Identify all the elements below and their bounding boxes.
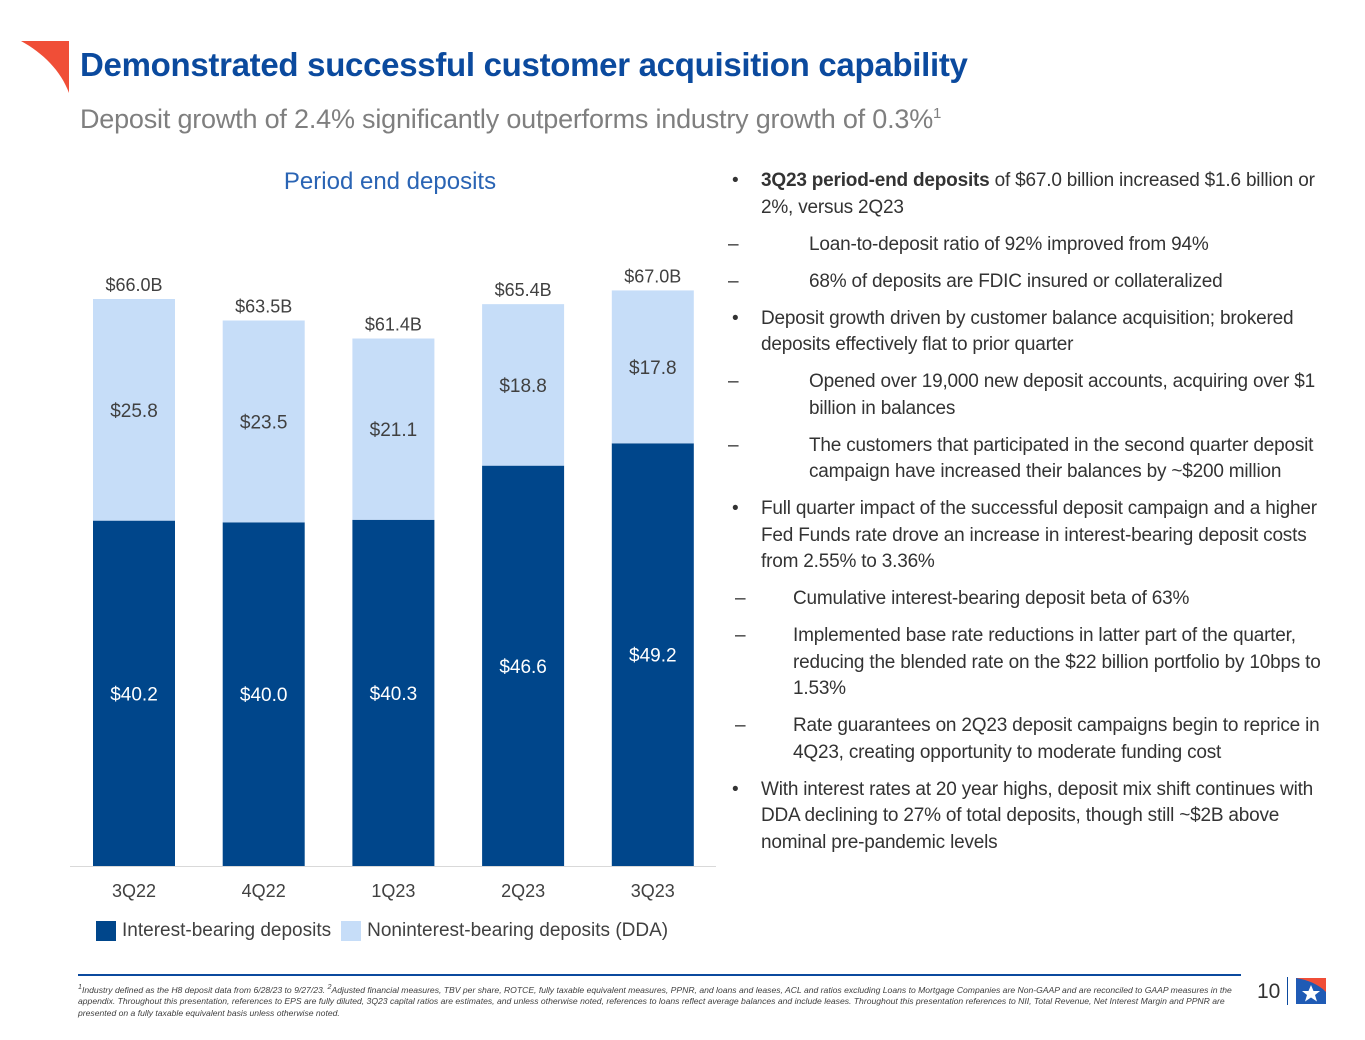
bullet-marker: – (735, 588, 746, 609)
data-label: $18.8 (499, 376, 547, 397)
bullet-text: Full quarter impact of the successful de… (761, 498, 1317, 572)
page-divider (1287, 977, 1288, 1005)
bullet-list: • 3Q23 period-end deposits of $67.0 billi… (728, 168, 1338, 867)
bullet-item: • Full quarter impact of the successful d… (728, 496, 1338, 576)
page-number: 10 (1257, 980, 1281, 1003)
total-label: $65.4B (495, 280, 552, 300)
chart-legend: Interest-bearing deposits Noninterest-be… (96, 920, 668, 942)
bank-logo-icon (1296, 978, 1326, 1004)
bullet-marker: – (728, 270, 739, 292)
bullet-text: Rate guarantees on 2Q23 deposit campaign… (793, 715, 1320, 763)
x-tick-label: 4Q22 (242, 881, 286, 901)
bullet-marker: – (735, 625, 746, 646)
brand-flag-icon (21, 41, 69, 93)
data-label: $17.8 (629, 358, 677, 379)
bullet-item: – 68% of deposits are FDIC insured or col… (728, 269, 1338, 296)
x-tick-label: 3Q22 (112, 881, 156, 901)
bullet-marker: • (732, 778, 739, 800)
data-label: $40.0 (240, 685, 288, 706)
legend-label-noninterest-bearing: Noninterest-bearing deposits (DDA) (367, 920, 669, 941)
legend-swatch-noninterest-bearing (341, 921, 362, 941)
x-tick-label: 2Q23 (501, 881, 545, 901)
data-label: $49.2 (629, 646, 677, 667)
x-tick-label: 3Q23 (631, 881, 675, 901)
bar-noninterest-bearing-2Q23 (482, 304, 565, 466)
data-label: $46.6 (499, 657, 547, 678)
bullet-item: – Cumulative interest-bearing deposit bet… (728, 586, 1338, 613)
page-title: Demonstrated successful customer acquisi… (80, 46, 968, 83)
data-label: $40.3 (370, 684, 418, 705)
total-label: $67.0B (624, 266, 681, 286)
bar-interest-bearing-1Q23 (352, 519, 435, 866)
bullet-text: Cumulative interest-bearing deposit beta… (793, 588, 1190, 609)
bullet-marker: – (728, 233, 739, 255)
total-label: $63.5B (235, 296, 292, 316)
bullet-marker: – (728, 434, 739, 456)
bullet-bold-text: 3Q23 period-end deposits (761, 170, 990, 191)
total-label: $66.0B (105, 275, 162, 295)
deposits-chart: $40.2 $25.8 $66.0B 3Q22 $40.0 $23.5 $63.5B 4Q22… (70, 266, 716, 901)
data-label: $23.5 (240, 412, 288, 433)
bar-noninterest-bearing-3Q23 (611, 290, 694, 444)
bar-interest-bearing-3Q22 (93, 520, 175, 866)
data-label: $21.1 (370, 420, 418, 441)
bullet-item: • With interest rates at 20 year highs, d… (728, 777, 1338, 857)
bullet-text: Implemented base rate reductions in latt… (793, 625, 1321, 699)
x-tick-label: 1Q23 (371, 881, 415, 901)
bullet-item: • 3Q23 period-end deposits of $67.0 billi… (728, 168, 1338, 221)
bullet-item: – Loan-to-deposit ratio of 92% improved f… (728, 232, 1338, 259)
bar-noninterest-bearing-1Q23 (352, 338, 435, 520)
bullet-item: – The customers that participated in the … (728, 433, 1338, 486)
bullet-text: of $67.0 billion increased $1.6 billion … (761, 170, 1315, 218)
legend-label-interest-bearing: Interest-bearing deposits (122, 920, 332, 941)
chart-title: Period end deposits (283, 168, 497, 195)
bullet-item: • Deposit growth driven by customer balan… (728, 306, 1338, 359)
bar-interest-bearing-4Q22 (222, 522, 305, 866)
bullet-text: Loan-to-deposit ratio of 92% improved fr… (809, 233, 1209, 255)
bar-noninterest-bearing-3Q22 (93, 299, 175, 521)
bar-noninterest-bearing-4Q22 (222, 320, 305, 523)
bullet-marker: • (732, 307, 739, 329)
total-label: $61.4B (365, 315, 422, 335)
data-label: $25.8 (110, 401, 158, 422)
footnote: 1Industry defined as the H8 deposit data… (78, 983, 1232, 1018)
bullet-item: – Rate guarantees on 2Q23 deposit campaig… (728, 713, 1338, 766)
bullet-marker: • (732, 498, 739, 519)
bullet-text: Deposit growth driven by customer balanc… (761, 307, 1294, 356)
bar-interest-bearing-3Q23 (611, 443, 694, 866)
bar-interest-bearing-2Q23 (482, 465, 565, 866)
bullet-item: – Opened over 19,000 new deposit accounts… (728, 369, 1338, 422)
bullet-marker: • (732, 170, 739, 191)
legend-swatch-interest-bearing (96, 921, 116, 941)
bullet-text: 68% of deposits are FDIC insured or coll… (809, 270, 1223, 292)
bullet-text: With interest rates at 20 year highs, de… (761, 778, 1314, 853)
bullet-item: – Implemented base rate reductions in lat… (728, 623, 1338, 703)
bullet-text: Opened over 19,000 new deposit accounts,… (809, 371, 1315, 419)
page-subtitle: Deposit growth of 2.4% significantly out… (80, 104, 942, 134)
bullet-marker: – (728, 371, 739, 392)
footer-divider (78, 974, 1241, 976)
bullet-text: The customers that participated in the s… (809, 434, 1314, 483)
data-label: $40.2 (110, 684, 158, 705)
bullet-marker: – (735, 715, 746, 736)
